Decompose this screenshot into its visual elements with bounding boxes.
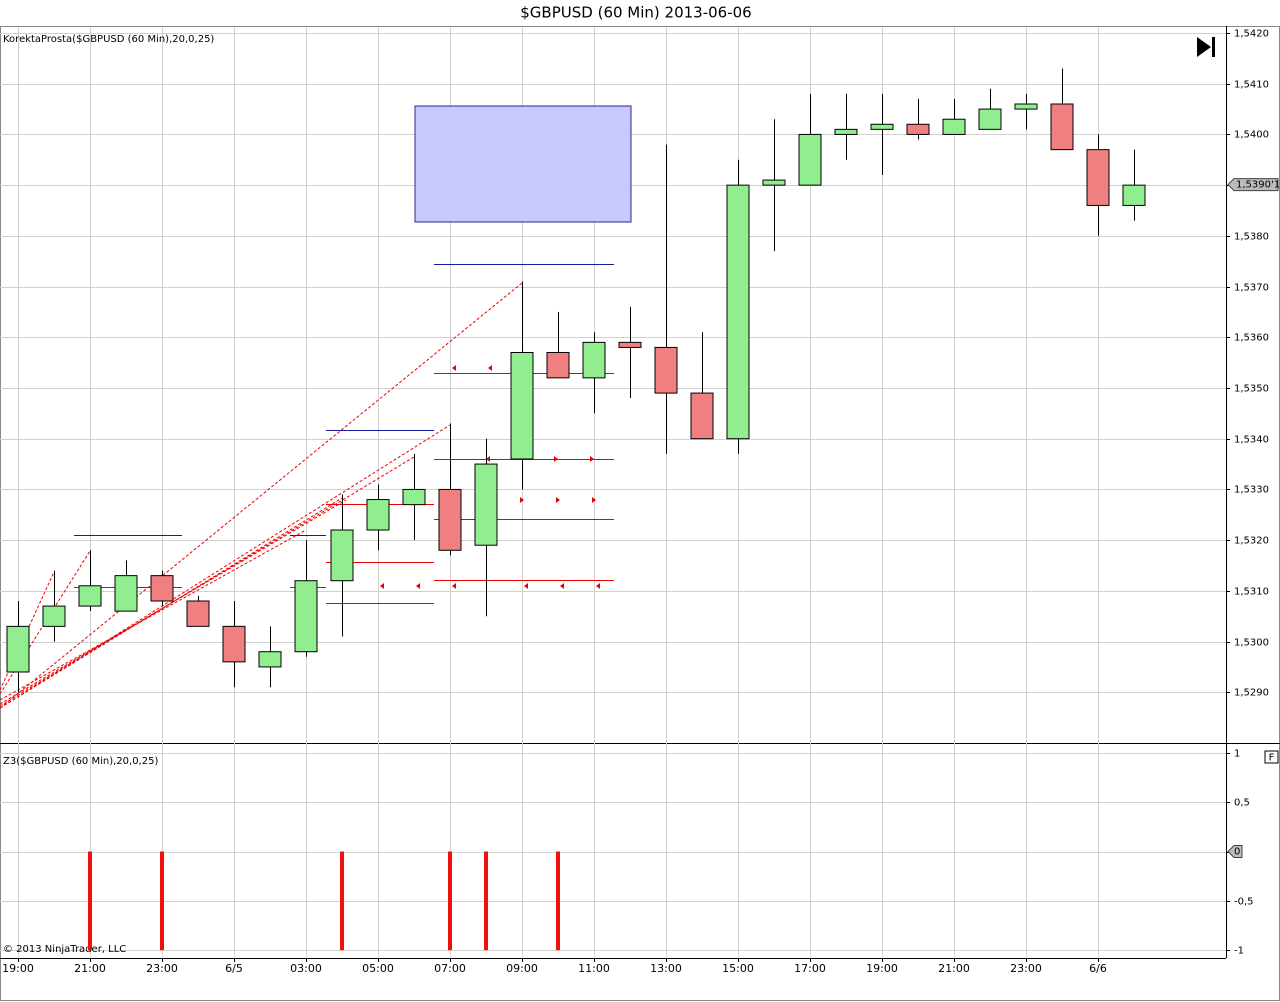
x-tick-label: 15:00 [722,962,754,975]
x-tick-label: 05:00 [362,962,394,975]
x-tick-label: 6/5 [225,962,243,975]
x-tick-label: 19:00 [866,962,898,975]
y-tick-label: 1,5320 [1234,536,1269,547]
signal-bar [340,851,344,951]
chart-title: $GBPUSD (60 Min) 2013-06-06 [520,4,751,22]
signal-bar [88,851,92,951]
y-tick-label: 1,5330 [1234,485,1269,496]
candle-body [546,352,570,379]
candle-body [762,179,786,186]
y-tick-label: 1,5400 [1234,130,1269,141]
y-tick-label: 1,5340 [1234,435,1269,446]
candle-body [1086,149,1110,206]
candle-body [114,575,138,612]
candle-body [402,488,426,506]
x-tick-label: 19:00 [2,962,34,975]
candle-body [150,575,174,602]
last-value-tag [1227,845,1243,858]
x-tick-label: 21:00 [74,962,106,975]
panel-label: KorektaProsta($GBPUSD (60 Min),20,0,25) [3,34,214,45]
x-tick-label: 11:00 [578,962,610,975]
y-tick-label: 1,5370 [1234,283,1269,294]
last-value-label: 0 [1234,847,1240,858]
y-tick-label: 1,5420 [1234,29,1269,40]
candle-body [1050,103,1074,151]
y-tick-label: 1,5290 [1234,688,1269,699]
x-tick-label: 17:00 [794,962,826,975]
copyright: © 2013 NinjaTrader, LLC [3,944,126,955]
x-tick-label: 6/6 [1089,962,1107,975]
candle-body [582,341,606,379]
x-tick-label: 09:00 [506,962,538,975]
signal-bar [160,851,164,951]
trend-line [0,550,91,695]
signal-bar [556,851,560,951]
y-tick-label: -1 [1234,946,1244,957]
candle-body [294,580,318,653]
candle-body [42,605,66,627]
y-tick-label: 1,5300 [1234,638,1269,649]
y-tick-label: 0,5 [1234,798,1250,809]
play-button[interactable] [1197,37,1215,57]
candle-body [222,625,246,663]
signal-bar [484,851,488,951]
candle-body [618,341,642,348]
candle-body [330,529,354,582]
y-tick-label: 1,5410 [1234,80,1269,91]
candle-body [6,625,30,673]
candle-body [78,585,102,607]
x-tick-label: 23:00 [146,962,178,975]
candle-body [834,128,858,135]
y-tick-label: 1,5350 [1234,384,1269,395]
trend-line [0,424,451,709]
x-tick-label: 07:00 [434,962,466,975]
trend-line [0,497,343,709]
trend-line [0,529,307,701]
candle-body [1122,184,1146,206]
candle-body [510,352,534,460]
last-price-tag [1227,178,1279,192]
x-tick-label: 13:00 [650,962,682,975]
candle-body [1014,103,1038,110]
x-tick-label: 03:00 [290,962,322,975]
candle-body [978,108,1002,130]
candle-body [474,463,498,546]
plot [0,27,1230,962]
candle-body [942,118,966,135]
y-tick-label: 1,5310 [1234,587,1269,598]
zone-rectangle [414,105,632,223]
trend-line [0,499,347,705]
drawing-objects [0,105,632,709]
panel-label: Z3($GBPUSD (60 Min),20,0,25) [3,756,158,767]
panel-button-label[interactable]: F [1269,753,1275,764]
y-tick-label: 1 [1234,749,1240,760]
x-tick-label: 23:00 [1010,962,1042,975]
candle-body [690,392,714,440]
y-tick-label: 1,5360 [1234,333,1269,344]
candle-body [798,133,822,186]
panel-button[interactable] [1264,750,1279,764]
candle-body [366,499,390,531]
candle-body [438,488,462,551]
candle-body [906,123,930,135]
last-price-label: 1,5390'1 [1236,180,1280,191]
candle-body [654,346,678,394]
y-tick-label: -0,5 [1234,897,1254,908]
trend-line [0,282,523,709]
x-tick-label: 21:00 [938,962,970,975]
candle-body [186,600,210,627]
candle-body [258,651,282,668]
signal-bar [448,851,452,951]
candle-body [870,123,894,130]
marks: 19:00 21:00 23:00 6/5 03:00 05:00 07:00 09:00 11… [2,29,1280,976]
candle-body [726,184,750,440]
y-tick-label: 1,5380 [1234,232,1269,243]
